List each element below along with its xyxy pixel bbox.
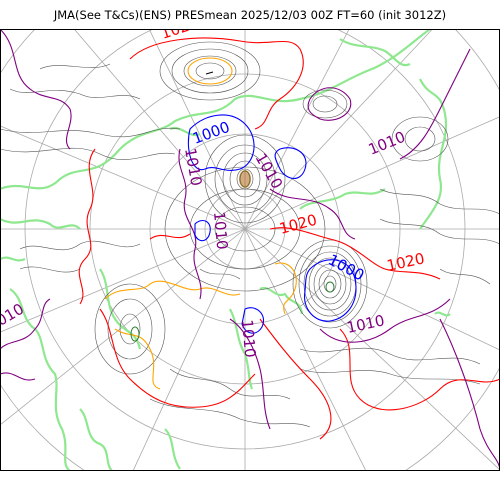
contour-label: 1010 xyxy=(238,319,259,359)
coastlines xyxy=(0,29,451,471)
low-core-fill xyxy=(239,170,251,188)
map-frame: 102 1000 1010 1010 1010 1010 1020 1000 1… xyxy=(0,29,500,471)
isobars-1000 xyxy=(187,114,357,334)
high-centre-marker xyxy=(205,71,214,75)
isobars-1010 xyxy=(0,29,500,471)
contour-label: 1000 xyxy=(325,251,367,285)
contour-label: 1010 xyxy=(366,128,408,159)
contour-label: 1010 xyxy=(345,311,386,337)
contour-label: 1010 xyxy=(210,211,231,251)
contour-label: 1020 xyxy=(385,249,426,275)
orange-isobars xyxy=(104,57,297,390)
map-title: JMA(See T&Cs)(ENS) PRESmean 2025/12/03 0… xyxy=(53,8,447,22)
contour-label: 1000 xyxy=(190,118,232,148)
contour-label: 1010 xyxy=(0,300,27,335)
pressure-map: 102 1000 1010 1010 1010 1010 1020 1000 1… xyxy=(0,29,500,471)
isobars-1020 xyxy=(78,37,500,440)
